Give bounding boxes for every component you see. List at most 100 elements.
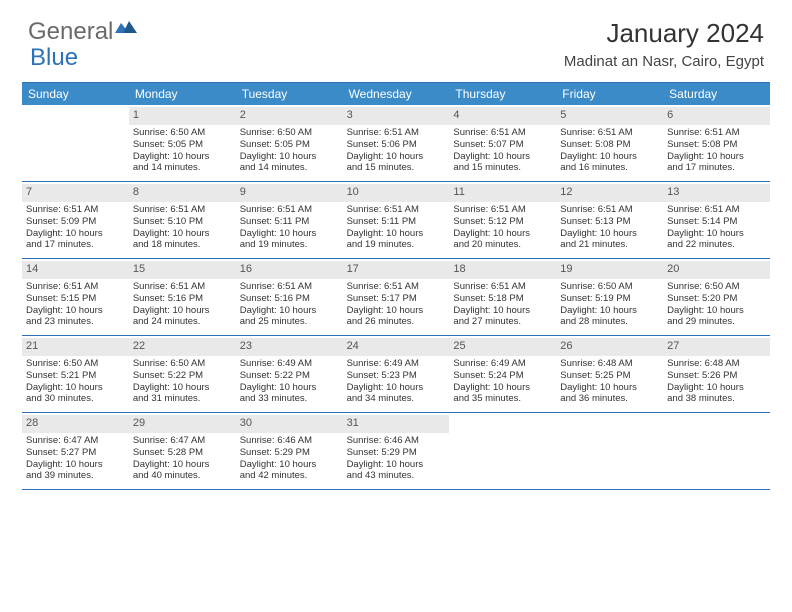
weekday-sunday: Sunday bbox=[22, 83, 129, 105]
sunset-line: Sunset: 5:15 PM bbox=[26, 293, 125, 305]
daylight-line-1: Daylight: 10 hours bbox=[347, 305, 446, 317]
sunset-line: Sunset: 5:22 PM bbox=[133, 370, 232, 382]
empty-cell: . bbox=[449, 413, 556, 489]
daylight-line-2: and 22 minutes. bbox=[667, 239, 766, 251]
day-number: 19 bbox=[556, 261, 663, 279]
daylight-line-1: Daylight: 10 hours bbox=[667, 305, 766, 317]
day-number: 5 bbox=[556, 107, 663, 125]
daylight-line-2: and 23 minutes. bbox=[26, 316, 125, 328]
sunset-line: Sunset: 5:12 PM bbox=[453, 216, 552, 228]
day-cell: 23Sunrise: 6:49 AMSunset: 5:22 PMDayligh… bbox=[236, 336, 343, 412]
daylight-line-2: and 26 minutes. bbox=[347, 316, 446, 328]
sunrise-line: Sunrise: 6:50 AM bbox=[667, 281, 766, 293]
sunset-line: Sunset: 5:10 PM bbox=[133, 216, 232, 228]
sunset-line: Sunset: 5:24 PM bbox=[453, 370, 552, 382]
daylight-line-1: Daylight: 10 hours bbox=[26, 382, 125, 394]
day-number: 7 bbox=[22, 184, 129, 202]
sunrise-line: Sunrise: 6:48 AM bbox=[667, 358, 766, 370]
daylight-line-2: and 28 minutes. bbox=[560, 316, 659, 328]
day-cell: 31Sunrise: 6:46 AMSunset: 5:29 PMDayligh… bbox=[343, 413, 450, 489]
sunset-line: Sunset: 5:13 PM bbox=[560, 216, 659, 228]
sunrise-line: Sunrise: 6:51 AM bbox=[240, 281, 339, 293]
daylight-line-1: Daylight: 10 hours bbox=[667, 228, 766, 240]
daylight-line-1: Daylight: 10 hours bbox=[26, 305, 125, 317]
day-number: 28 bbox=[22, 415, 129, 433]
day-number: 15 bbox=[129, 261, 236, 279]
sunset-line: Sunset: 5:06 PM bbox=[347, 139, 446, 151]
sunrise-line: Sunrise: 6:49 AM bbox=[347, 358, 446, 370]
daylight-line-2: and 30 minutes. bbox=[26, 393, 125, 405]
day-number: 30 bbox=[236, 415, 343, 433]
daylight-line-1: Daylight: 10 hours bbox=[560, 305, 659, 317]
daylight-line-1: Daylight: 10 hours bbox=[133, 151, 232, 163]
logo-text-2: Blue bbox=[30, 44, 78, 72]
empty-cell: . bbox=[22, 105, 129, 181]
day-cell: 28Sunrise: 6:47 AMSunset: 5:27 PMDayligh… bbox=[22, 413, 129, 489]
daylight-line-2: and 17 minutes. bbox=[26, 239, 125, 251]
day-number: 23 bbox=[236, 338, 343, 356]
sunrise-line: Sunrise: 6:50 AM bbox=[133, 127, 232, 139]
daylight-line-2: and 16 minutes. bbox=[560, 162, 659, 174]
sunrise-line: Sunrise: 6:50 AM bbox=[133, 358, 232, 370]
header: General January 2024 Madinat an Nasr, Ca… bbox=[0, 0, 792, 76]
empty-cell: . bbox=[663, 413, 770, 489]
day-number: 11 bbox=[449, 184, 556, 202]
day-cell: 17Sunrise: 6:51 AMSunset: 5:17 PMDayligh… bbox=[343, 259, 450, 335]
daylight-line-2: and 19 minutes. bbox=[240, 239, 339, 251]
daylight-line-2: and 35 minutes. bbox=[453, 393, 552, 405]
daylight-line-2: and 27 minutes. bbox=[453, 316, 552, 328]
day-cell: 13Sunrise: 6:51 AMSunset: 5:14 PMDayligh… bbox=[663, 182, 770, 258]
day-cell: 30Sunrise: 6:46 AMSunset: 5:29 PMDayligh… bbox=[236, 413, 343, 489]
daylight-line-1: Daylight: 10 hours bbox=[560, 382, 659, 394]
sunrise-line: Sunrise: 6:51 AM bbox=[240, 204, 339, 216]
sunrise-line: Sunrise: 6:51 AM bbox=[560, 127, 659, 139]
daylight-line-1: Daylight: 10 hours bbox=[667, 151, 766, 163]
sunset-line: Sunset: 5:26 PM bbox=[667, 370, 766, 382]
daylight-line-2: and 40 minutes. bbox=[133, 470, 232, 482]
day-cell: 10Sunrise: 6:51 AMSunset: 5:11 PMDayligh… bbox=[343, 182, 450, 258]
sunset-line: Sunset: 5:18 PM bbox=[453, 293, 552, 305]
day-number: 26 bbox=[556, 338, 663, 356]
day-cell: 16Sunrise: 6:51 AMSunset: 5:16 PMDayligh… bbox=[236, 259, 343, 335]
day-number: 21 bbox=[22, 338, 129, 356]
sunset-line: Sunset: 5:25 PM bbox=[560, 370, 659, 382]
daylight-line-1: Daylight: 10 hours bbox=[453, 382, 552, 394]
week-row: 28Sunrise: 6:47 AMSunset: 5:27 PMDayligh… bbox=[22, 413, 770, 490]
daylight-line-2: and 36 minutes. bbox=[560, 393, 659, 405]
day-cell: 9Sunrise: 6:51 AMSunset: 5:11 PMDaylight… bbox=[236, 182, 343, 258]
sunset-line: Sunset: 5:07 PM bbox=[453, 139, 552, 151]
sunrise-line: Sunrise: 6:51 AM bbox=[26, 281, 125, 293]
sunset-line: Sunset: 5:29 PM bbox=[240, 447, 339, 459]
week-row: 7Sunrise: 6:51 AMSunset: 5:09 PMDaylight… bbox=[22, 182, 770, 259]
daylight-line-1: Daylight: 10 hours bbox=[26, 459, 125, 471]
daylight-line-2: and 18 minutes. bbox=[133, 239, 232, 251]
sunrise-line: Sunrise: 6:51 AM bbox=[347, 204, 446, 216]
sunrise-line: Sunrise: 6:50 AM bbox=[240, 127, 339, 139]
day-cell: 29Sunrise: 6:47 AMSunset: 5:28 PMDayligh… bbox=[129, 413, 236, 489]
daylight-line-1: Daylight: 10 hours bbox=[133, 228, 232, 240]
day-cell: 3Sunrise: 6:51 AMSunset: 5:06 PMDaylight… bbox=[343, 105, 450, 181]
sunset-line: Sunset: 5:16 PM bbox=[133, 293, 232, 305]
day-number: 1 bbox=[129, 107, 236, 125]
day-cell: 19Sunrise: 6:50 AMSunset: 5:19 PMDayligh… bbox=[556, 259, 663, 335]
daylight-line-1: Daylight: 10 hours bbox=[133, 459, 232, 471]
sunrise-line: Sunrise: 6:49 AM bbox=[240, 358, 339, 370]
daylight-line-2: and 31 minutes. bbox=[133, 393, 232, 405]
day-cell: 18Sunrise: 6:51 AMSunset: 5:18 PMDayligh… bbox=[449, 259, 556, 335]
day-cell: 27Sunrise: 6:48 AMSunset: 5:26 PMDayligh… bbox=[663, 336, 770, 412]
sunrise-line: Sunrise: 6:51 AM bbox=[453, 204, 552, 216]
page-title: January 2024 bbox=[564, 18, 764, 49]
sunrise-line: Sunrise: 6:51 AM bbox=[133, 281, 232, 293]
sunset-line: Sunset: 5:22 PM bbox=[240, 370, 339, 382]
day-cell: 1Sunrise: 6:50 AMSunset: 5:05 PMDaylight… bbox=[129, 105, 236, 181]
sunset-line: Sunset: 5:08 PM bbox=[667, 139, 766, 151]
day-number: 13 bbox=[663, 184, 770, 202]
day-number: 10 bbox=[343, 184, 450, 202]
daylight-line-1: Daylight: 10 hours bbox=[240, 228, 339, 240]
sunrise-line: Sunrise: 6:48 AM bbox=[560, 358, 659, 370]
week-row: 14Sunrise: 6:51 AMSunset: 5:15 PMDayligh… bbox=[22, 259, 770, 336]
sunrise-line: Sunrise: 6:50 AM bbox=[560, 281, 659, 293]
sunset-line: Sunset: 5:08 PM bbox=[560, 139, 659, 151]
daylight-line-1: Daylight: 10 hours bbox=[560, 228, 659, 240]
day-cell: 20Sunrise: 6:50 AMSunset: 5:20 PMDayligh… bbox=[663, 259, 770, 335]
